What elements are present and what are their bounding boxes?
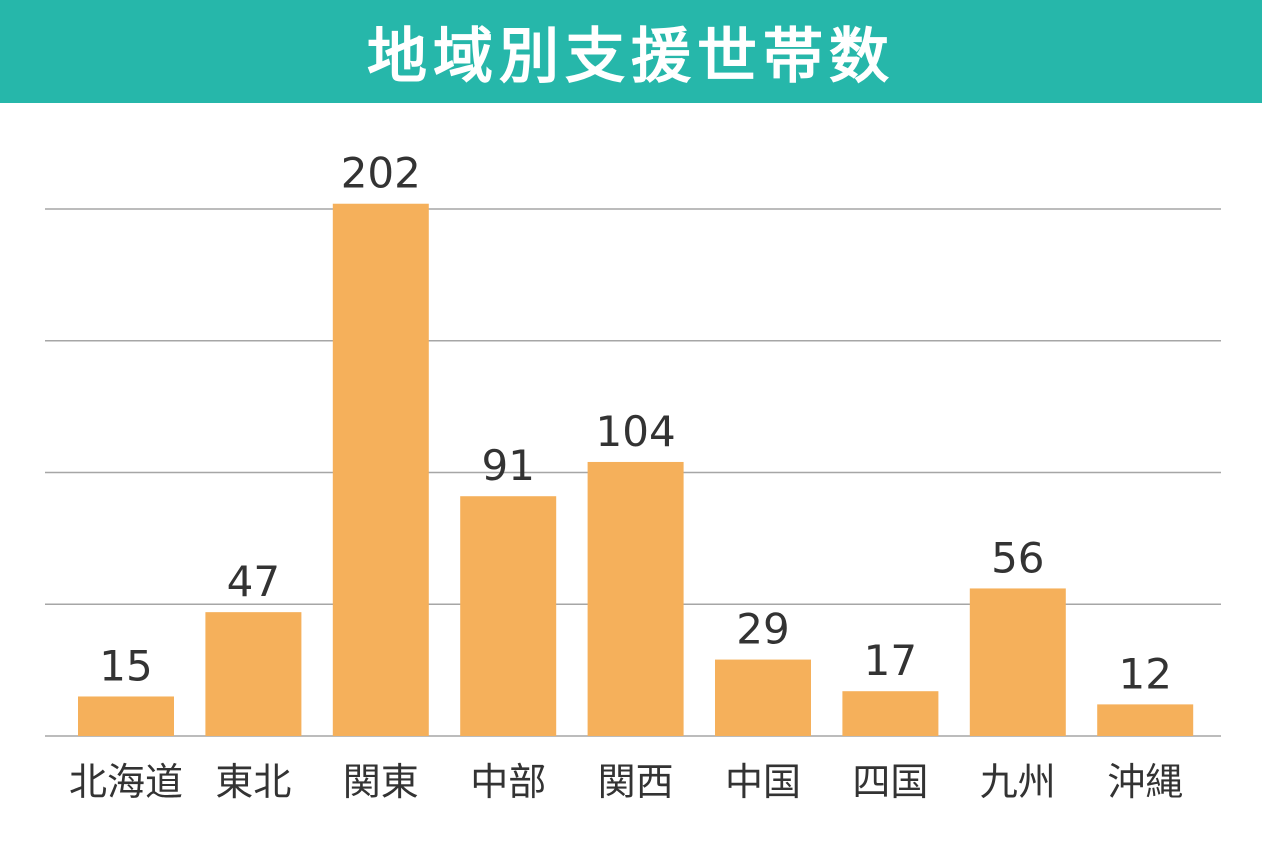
value-label: 104 xyxy=(596,407,676,456)
bar xyxy=(1097,704,1194,736)
category-label: 関東 xyxy=(343,760,419,804)
category-label: 北海道 xyxy=(69,760,183,804)
category-label: 中部 xyxy=(470,760,546,804)
chart-header: 地域別支援世帯数 xyxy=(0,0,1262,103)
category-label: 関西 xyxy=(598,760,674,804)
bar xyxy=(205,612,302,736)
bar xyxy=(842,691,939,736)
category-label: 東北 xyxy=(215,760,291,804)
bar xyxy=(587,461,684,736)
value-label: 17 xyxy=(864,636,917,685)
category-label: 中国 xyxy=(725,760,801,804)
bar xyxy=(460,496,557,736)
chart-title: 地域別支援世帯数 xyxy=(367,22,895,92)
value-labels: 15 47 202 91 104 29 17 56 12 xyxy=(99,149,1172,699)
value-label: 12 xyxy=(1118,649,1171,698)
value-label: 15 xyxy=(99,641,152,690)
category-label: 九州 xyxy=(980,760,1056,804)
category-label: 四国 xyxy=(852,760,928,804)
value-label: 56 xyxy=(991,533,1044,582)
bar xyxy=(332,203,429,737)
value-label: 47 xyxy=(227,557,280,606)
category-label: 沖縄 xyxy=(1107,760,1183,804)
bar xyxy=(78,696,174,736)
bar xyxy=(715,659,811,736)
bars xyxy=(78,203,1194,737)
value-label: 91 xyxy=(481,441,534,490)
category-labels: 北海道 東北 関東 中部 関西 中国 四国 九州 沖縄 xyxy=(69,760,1183,804)
value-label: 202 xyxy=(341,149,421,198)
value-label: 29 xyxy=(736,605,789,654)
bar xyxy=(969,588,1066,736)
